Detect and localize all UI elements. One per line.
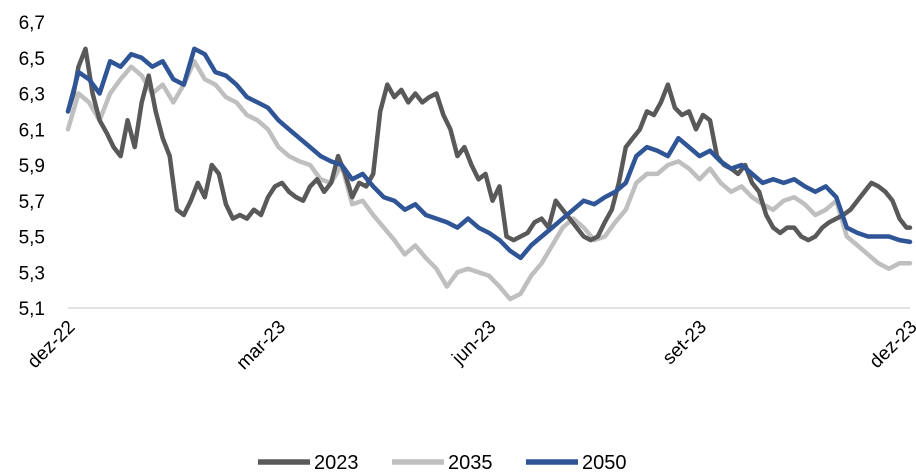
legend: 2023 2035 2050: [258, 452, 627, 474]
x-tick-label: jun-23: [448, 317, 501, 370]
y-tick-label: 5,9: [19, 156, 45, 177]
legend-label-2050: 2050: [582, 452, 627, 474]
y-axis-labels: 5,1 5,3 5,5 5,7 5,9 6,1 6,3 6,5 6,7: [19, 13, 45, 320]
y-tick-label: 6,5: [19, 49, 45, 70]
x-axis-labels: dez-22 mar-23 jun-23 set-23 dez-23: [24, 317, 916, 374]
x-tick-label: set-23: [659, 317, 711, 369]
series-line-2023: [65, 46, 913, 243]
y-tick-label: 6,3: [19, 85, 45, 106]
x-tick-label: mar-23: [233, 317, 290, 374]
y-tick-label: 6,1: [19, 120, 45, 141]
y-tick-label: 5,3: [19, 263, 45, 284]
legend-label-2035: 2035: [448, 452, 493, 474]
y-tick-label: 5,1: [19, 299, 45, 320]
y-tick-label: 5,7: [19, 192, 45, 213]
series-line-2050: [65, 46, 913, 261]
x-tick-label: dez-22: [24, 317, 80, 373]
x-tick-label: dez-23: [866, 317, 916, 373]
legend-label-2023: 2023: [314, 452, 359, 474]
series-line-2035: [65, 59, 913, 302]
y-tick-label: 5,5: [19, 228, 45, 249]
y-tick-label: 6,7: [19, 13, 45, 34]
series-group: [65, 46, 913, 302]
